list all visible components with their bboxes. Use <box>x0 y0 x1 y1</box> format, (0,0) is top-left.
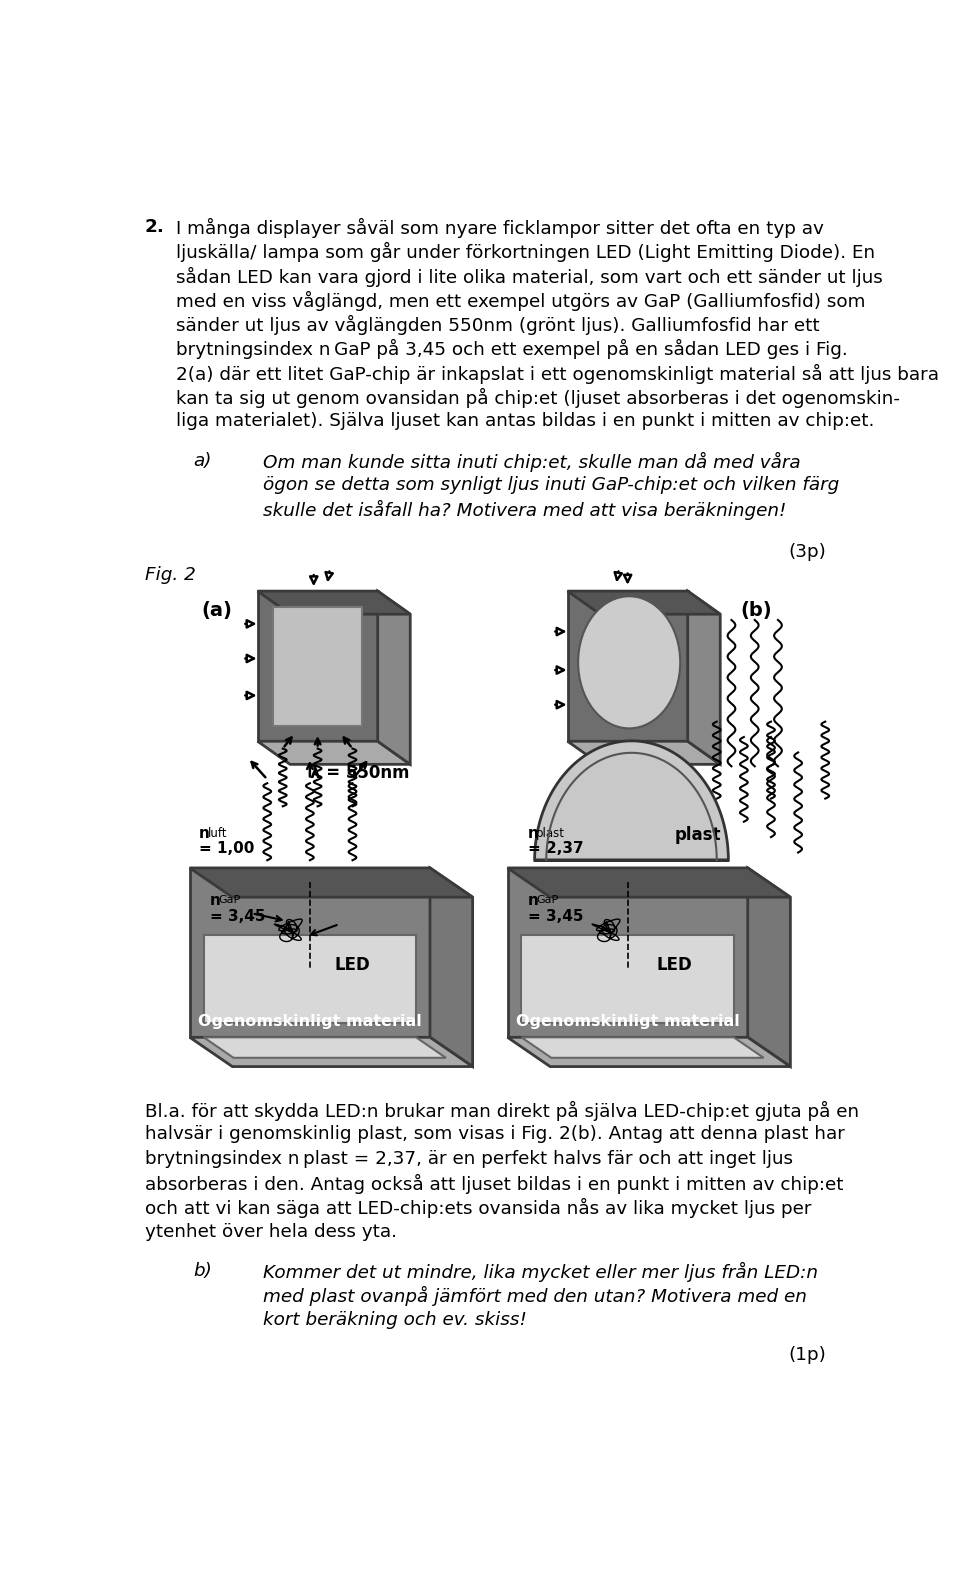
Polygon shape <box>190 868 472 898</box>
Bar <box>567 592 687 741</box>
Text: = 1,00: = 1,00 <box>199 841 254 856</box>
Text: sådan LED kan vara gjord i lite olika material, som vart och ett sänder ut ljus: sådan LED kan vara gjord i lite olika ma… <box>176 266 882 287</box>
Text: = 2,37: = 2,37 <box>528 841 584 856</box>
Text: brytningsindex n GaP på 3,45 och ett exempel på en sådan LED ges i Fig.: brytningsindex n GaP på 3,45 och ett exe… <box>176 339 848 360</box>
Text: med en viss våglängd, men ett exempel utgörs av GaP (Galliumfosfid) som: med en viss våglängd, men ett exempel ut… <box>176 290 865 311</box>
Text: Bl.a. för att skydda LED:n brukar man direkt på själva LED-chip:et gjuta på en: Bl.a. för att skydda LED:n brukar man di… <box>145 1101 859 1121</box>
Polygon shape <box>521 1037 763 1058</box>
Text: ljuskälla/ lampa som går under förkortningen LED (Light Emitting Diode). En: ljuskälla/ lampa som går under förkortni… <box>176 243 875 262</box>
Text: absorberas i den. Antag också att ljuset bildas i en punkt i mitten av chip:et: absorberas i den. Antag också att ljuset… <box>145 1174 843 1194</box>
Text: GaP: GaP <box>219 895 241 906</box>
Polygon shape <box>508 1037 790 1066</box>
Text: kort beräkning och ev. skiss!: kort beräkning och ev. skiss! <box>263 1310 527 1329</box>
Text: ögon se detta som synligt ljus inuti GaP-chip:et och vilken färg: ögon se detta som synligt ljus inuti GaP… <box>263 476 840 493</box>
Text: (3p): (3p) <box>788 542 826 561</box>
Text: n: n <box>528 893 539 909</box>
Text: ytenhet över hela dess yta.: ytenhet över hela dess yta. <box>145 1223 396 1240</box>
Text: I många displayer såväl som nyare ficklampor sitter det ofta en typ av: I många displayer såväl som nyare fickla… <box>176 217 824 238</box>
Text: plast: plast <box>537 828 565 841</box>
Bar <box>508 868 748 1037</box>
Bar <box>190 868 430 1037</box>
Text: LED: LED <box>657 956 692 974</box>
Bar <box>204 936 416 1023</box>
Polygon shape <box>257 592 410 614</box>
Text: LED: LED <box>335 956 371 974</box>
Text: sänder ut ljus av våglängden 550nm (grönt ljus). Galliumfosfid har ett: sänder ut ljus av våglängden 550nm (grön… <box>176 316 820 335</box>
Text: n: n <box>210 893 221 909</box>
Text: luft: luft <box>207 828 228 841</box>
Text: liga materialet). Själva ljuset kan antas bildas i en punkt i mitten av chip:et.: liga materialet). Själva ljuset kan anta… <box>176 412 875 430</box>
Text: med plast ovanpå jämfört med den utan? Motivera med en: med plast ovanpå jämfört med den utan? M… <box>263 1286 807 1307</box>
Text: λ = 550nm: λ = 550nm <box>310 764 410 782</box>
Text: GaP: GaP <box>537 895 559 906</box>
Text: = 3,45: = 3,45 <box>210 909 265 923</box>
Polygon shape <box>687 592 720 764</box>
Polygon shape <box>377 592 410 764</box>
Text: och att vi kan säga att LED-chip:ets ovansida nås av lika mycket ljus per: och att vi kan säga att LED-chip:ets ova… <box>145 1199 811 1218</box>
Text: Ogenomskinligt material: Ogenomskinligt material <box>516 1013 739 1029</box>
Text: brytningsindex n plast = 2,37, är en perfekt halvs fär och att inget ljus: brytningsindex n plast = 2,37, är en per… <box>145 1150 793 1167</box>
Text: Om man kunde sitta inuti chip:et, skulle man då med våra: Om man kunde sitta inuti chip:et, skulle… <box>263 452 801 471</box>
Polygon shape <box>567 741 720 764</box>
Bar <box>521 936 733 1023</box>
Bar <box>273 606 362 726</box>
Text: a): a) <box>194 452 212 469</box>
Text: = 3,45: = 3,45 <box>528 909 583 923</box>
Bar <box>257 592 377 741</box>
Text: Kommer det ut mindre, lika mycket eller mer ljus från LED:n: Kommer det ut mindre, lika mycket eller … <box>263 1262 818 1281</box>
Polygon shape <box>257 741 410 764</box>
Polygon shape <box>508 868 790 898</box>
Text: Fig. 2: Fig. 2 <box>145 566 196 584</box>
Text: n: n <box>199 826 210 841</box>
Text: halvsär i genomskinlig plast, som visas i Fig. 2(b). Antag att denna plast har: halvsär i genomskinlig plast, som visas … <box>145 1126 845 1144</box>
Ellipse shape <box>578 596 681 728</box>
Text: skulle det isåfall ha? Motivera med att visa beräkningen!: skulle det isåfall ha? Motivera med att … <box>263 500 787 520</box>
Polygon shape <box>190 1037 472 1066</box>
Text: (1p): (1p) <box>788 1347 826 1364</box>
Polygon shape <box>748 868 790 1066</box>
Polygon shape <box>430 868 472 1066</box>
Text: plast: plast <box>674 826 721 844</box>
Text: 2.: 2. <box>145 217 165 236</box>
Polygon shape <box>204 1037 445 1058</box>
Text: b): b) <box>194 1262 212 1280</box>
Polygon shape <box>535 741 729 860</box>
Text: kan ta sig ut genom ovansidan på chip:et (ljuset absorberas i det ogenomskin-: kan ta sig ut genom ovansidan på chip:et… <box>176 389 900 408</box>
Polygon shape <box>567 592 720 614</box>
Text: (b): (b) <box>740 601 772 620</box>
Text: (a): (a) <box>202 601 232 620</box>
Text: 2(a) där ett litet GaP-chip är inkapslat i ett ogenomskinligt material så att lj: 2(a) där ett litet GaP-chip är inkapslat… <box>176 363 939 384</box>
Text: Ogenomskinligt material: Ogenomskinligt material <box>198 1013 421 1029</box>
Text: n: n <box>528 826 539 841</box>
